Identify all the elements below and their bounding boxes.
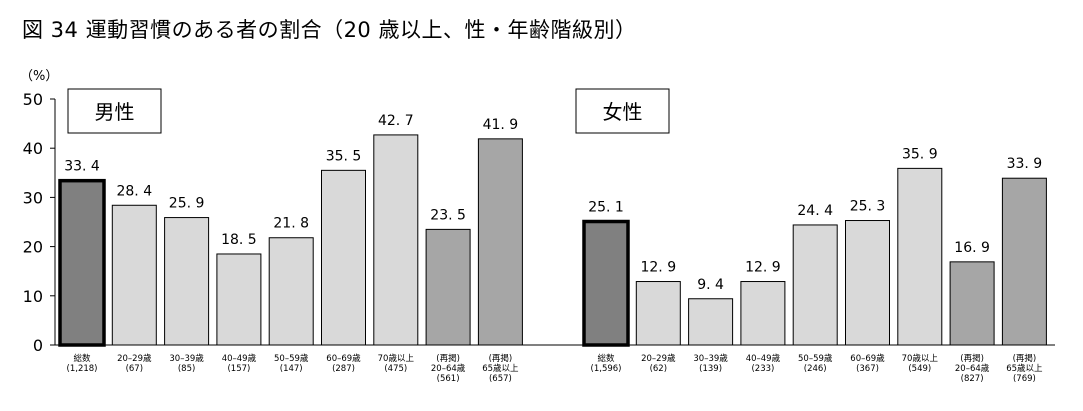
x-tick-sample-size: (67) <box>126 364 143 374</box>
x-tick-sample-size: (827) <box>961 374 984 384</box>
data-label: 12. 9 <box>745 260 781 276</box>
x-tick-label: 総数 <box>73 353 91 364</box>
x-tick-label: 40–49歳 <box>222 353 257 364</box>
data-label: 24. 4 <box>797 203 833 219</box>
x-tick-sample-size: (769) <box>1013 374 1036 384</box>
data-label: 12. 9 <box>640 260 676 276</box>
x-tick-label: (再掲) <box>960 353 984 364</box>
bar <box>321 169 366 346</box>
x-tick-label: 40–49歳 <box>746 353 781 364</box>
x-tick-sample-size: (1,218) <box>67 364 98 374</box>
data-label: 42. 7 <box>378 113 414 129</box>
bar <box>897 167 943 346</box>
bar <box>425 228 471 346</box>
x-tick-label: 20–64歳 <box>431 363 466 374</box>
x-tick-sample-size: (287) <box>332 364 355 374</box>
y-tick-label: 20 <box>23 238 43 257</box>
x-tick-sample-size: (475) <box>384 364 407 374</box>
panel-label-box <box>67 88 162 134</box>
bar <box>949 261 995 346</box>
data-label: 28. 4 <box>116 183 152 199</box>
chart-title: 図 34 運動習慣のある者の割合（20 歳以上、性・年齢階級別） <box>22 18 637 42</box>
bar <box>111 204 157 346</box>
x-tick-sample-size: (1,596) <box>591 364 622 374</box>
x-tick-label: 70歳以上 <box>902 353 939 364</box>
x-tick-label: (再掲) <box>489 353 513 364</box>
x-tick-sample-size: (549) <box>908 364 931 374</box>
data-label: 33. 4 <box>64 159 100 175</box>
y-tick-label: 30 <box>23 188 43 207</box>
panel-label: 男性 <box>95 100 135 124</box>
x-tick-sample-size: (85) <box>178 364 195 374</box>
bar <box>792 224 838 346</box>
y-unit-label: （%） <box>20 69 58 84</box>
y-tick-label: 10 <box>23 287 43 306</box>
data-label: 18. 5 <box>221 232 257 248</box>
x-tick-label: 60–69歳 <box>326 353 361 364</box>
x-tick-label: 65歳以上 <box>1006 363 1043 374</box>
bar <box>688 298 734 346</box>
x-tick-sample-size: (367) <box>856 364 879 374</box>
data-label: 35. 9 <box>902 146 938 162</box>
x-tick-label: 60–69歳 <box>850 353 885 364</box>
data-label: 33. 9 <box>1007 156 1043 172</box>
bar <box>1001 177 1047 346</box>
x-tick-label: 30–39歳 <box>693 353 728 364</box>
bar <box>268 237 314 346</box>
data-label: 21. 8 <box>273 216 309 232</box>
bar <box>582 219 630 347</box>
data-label: 25. 9 <box>169 196 205 212</box>
bar <box>845 220 890 346</box>
x-tick-sample-size: (157) <box>227 364 250 374</box>
bar <box>216 253 262 346</box>
x-tick-label: (再掲) <box>436 353 460 364</box>
bar <box>373 134 419 346</box>
x-tick-label: 20–64歳 <box>955 363 990 374</box>
data-label: 25. 3 <box>850 199 886 215</box>
data-label: 23. 5 <box>430 207 466 223</box>
x-tick-sample-size: (233) <box>751 364 774 374</box>
bar <box>635 281 681 346</box>
x-tick-sample-size: (246) <box>804 364 827 374</box>
data-label: 35. 5 <box>326 148 362 164</box>
x-tick-sample-size: (561) <box>437 374 460 384</box>
x-tick-sample-size: (657) <box>489 374 512 384</box>
data-label: 16. 9 <box>954 240 990 256</box>
bar <box>477 138 523 346</box>
data-label: 25. 1 <box>588 200 624 216</box>
bar <box>58 178 106 347</box>
bar <box>164 217 210 346</box>
y-tick-label: 50 <box>23 90 43 109</box>
x-tick-sample-size: (147) <box>280 364 303 374</box>
x-tick-sample-size: (139) <box>699 364 722 374</box>
x-tick-sample-size: (62) <box>650 364 667 374</box>
panel-label: 女性 <box>603 100 643 124</box>
x-tick-label: 20–29歳 <box>641 353 676 364</box>
x-tick-label: 20–29歳 <box>117 353 152 364</box>
x-tick-label: 70歳以上 <box>378 353 415 364</box>
y-tick-label: 40 <box>23 139 43 158</box>
panel-label-box <box>575 88 670 134</box>
x-tick-label: 30–39歳 <box>169 353 204 364</box>
x-tick-label: 50–59歳 <box>274 353 309 364</box>
data-label: 9. 4 <box>697 277 724 293</box>
bar <box>740 281 786 346</box>
data-label: 41. 9 <box>483 117 519 133</box>
y-tick-label: 0 <box>33 336 43 355</box>
x-tick-label: (再掲) <box>1013 353 1037 364</box>
x-tick-label: 65歳以上 <box>482 363 519 374</box>
x-tick-label: 総数 <box>597 353 615 364</box>
x-tick-label: 50–59歳 <box>798 353 833 364</box>
